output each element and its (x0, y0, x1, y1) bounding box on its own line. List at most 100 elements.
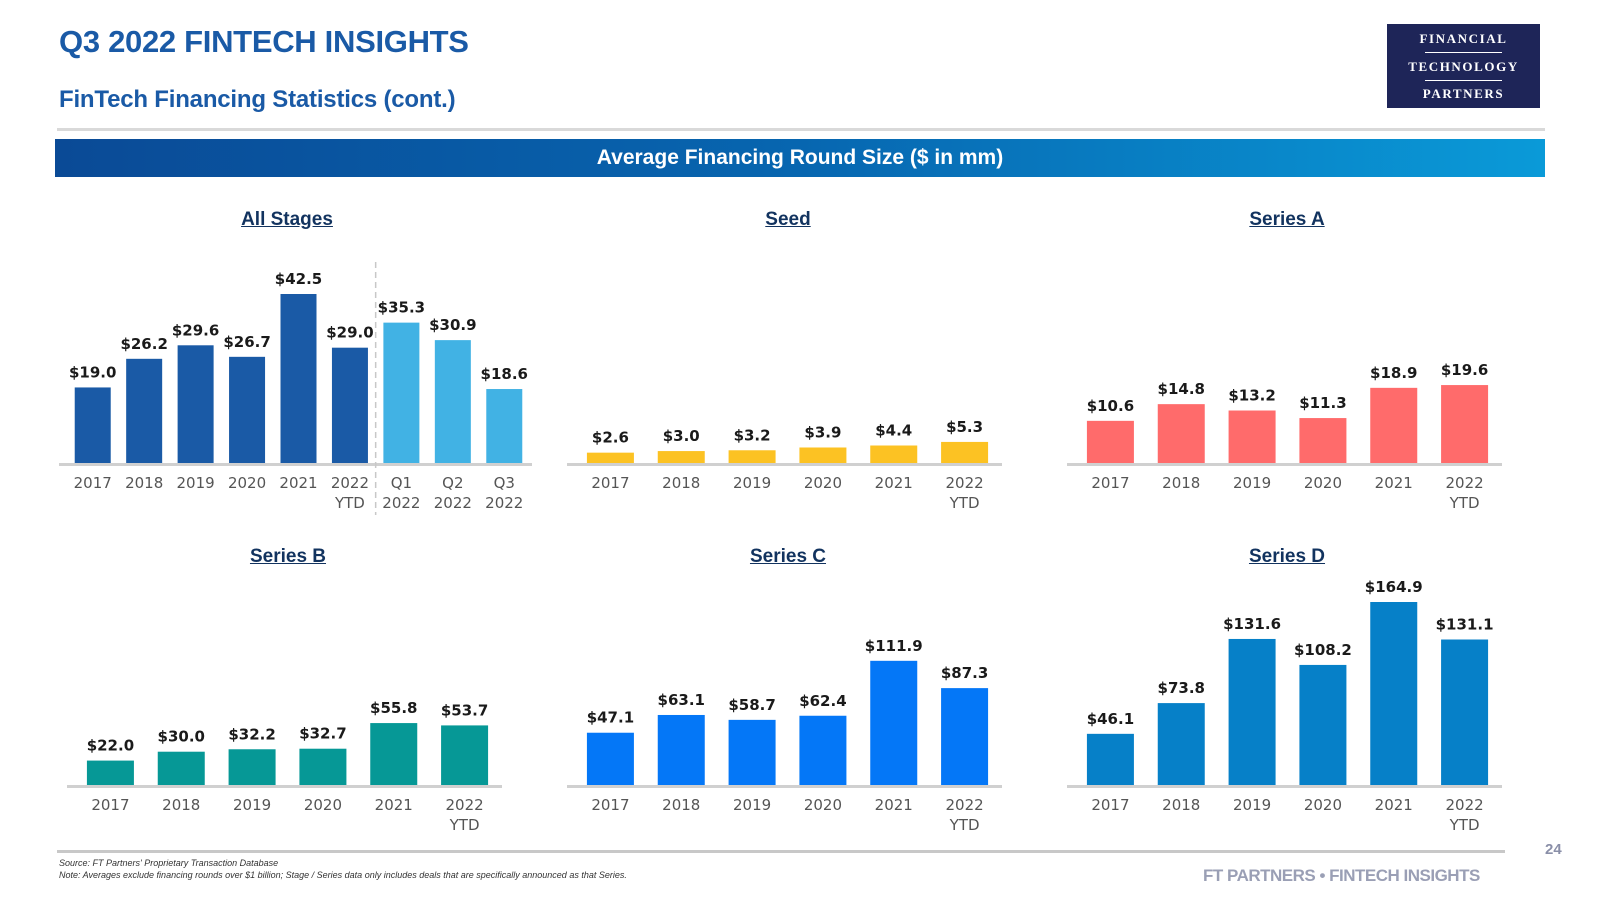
data-label: $53.7 (441, 701, 488, 719)
x-tick-label: 2019 (733, 796, 771, 814)
data-label: $108.2 (1294, 641, 1352, 659)
bar-series-c-0 (586, 732, 634, 785)
footnotes: Source: FT Partners' Proprietary Transac… (59, 857, 627, 881)
bar-series-b-2 (228, 749, 276, 785)
bar-series-a-3 (1299, 418, 1347, 463)
chart-title-series-a: Series A (1249, 209, 1325, 230)
x-tick-label: 2022 (485, 494, 523, 512)
bar-series-a-0 (1086, 420, 1134, 463)
bar-all-stages-7 (434, 340, 471, 463)
chart-title-series-b: Series B (249, 546, 327, 567)
x-tick-label: 2017 (1091, 796, 1129, 814)
bar-all-stages-4 (280, 294, 317, 463)
x-tick-label: 2019 (233, 796, 271, 814)
x-tick-label: Q1 (391, 474, 412, 492)
logo-line-1: FINANCIAL (1419, 31, 1508, 46)
data-label: $19.6 (1441, 361, 1488, 379)
data-label: $32.7 (299, 725, 346, 743)
x-tick-label: 2021 (1375, 474, 1413, 492)
bar-seed-3 (799, 447, 847, 463)
x-tick-label: 2022 (331, 474, 369, 492)
x-tick-label: Q3 (494, 474, 515, 492)
bar-all-stages-0 (74, 387, 111, 463)
section-banner: Average Financing Round Size ($ in mm) (55, 139, 1545, 177)
bar-all-stages-8 (486, 389, 523, 463)
data-label: $47.1 (587, 709, 634, 727)
x-tick-label: YTD (1449, 494, 1480, 512)
data-label: $26.2 (120, 335, 167, 353)
x-tick-label: 2018 (162, 796, 200, 814)
x-tick-label: YTD (449, 816, 480, 834)
data-label: $18.9 (1370, 364, 1417, 382)
x-tick-label: 2017 (91, 796, 129, 814)
x-tick-label: Q2 (442, 474, 463, 492)
bar-series-c-2 (728, 719, 776, 785)
chart-title-all-stages: All Stages (241, 209, 333, 230)
bar-series-b-5 (441, 725, 489, 785)
x-tick-label: 2022 (1445, 474, 1483, 492)
logo-line-3: PARTNERS (1422, 86, 1505, 101)
data-label: $30.9 (429, 316, 476, 334)
bar-all-stages-6 (383, 322, 420, 463)
bar-series-b-1 (157, 751, 205, 785)
x-tick-label: YTD (949, 494, 980, 512)
data-label: $62.4 (799, 692, 846, 710)
x-tick-label: 2019 (733, 474, 771, 492)
data-label: $32.2 (228, 725, 275, 743)
x-tick-label: 2020 (1304, 474, 1342, 492)
data-label: $4.4 (875, 422, 912, 440)
header-divider (57, 128, 1545, 131)
x-tick-label: 2022 (1445, 796, 1483, 814)
data-label: $63.1 (658, 691, 705, 709)
data-label: $22.0 (87, 737, 134, 755)
data-label: $5.3 (946, 418, 983, 436)
bar-series-d-0 (1086, 733, 1134, 785)
bar-series-c-4 (870, 660, 918, 785)
data-label: $35.3 (378, 299, 425, 317)
x-tick-label: 2022 (445, 796, 483, 814)
data-label: $58.7 (728, 696, 775, 714)
data-label: $42.5 (275, 270, 322, 288)
bar-seed-4 (870, 445, 918, 463)
data-label: $164.9 (1365, 578, 1423, 596)
bar-series-b-4 (370, 723, 418, 785)
x-tick-label: 2020 (804, 796, 842, 814)
x-tick-label: 2022 (945, 474, 983, 492)
company-logo: FINANCIAL TECHNOLOGY PARTNERS (1387, 24, 1540, 108)
bar-series-a-2 (1228, 410, 1276, 463)
x-tick-label: 2018 (125, 474, 163, 492)
footer-divider (57, 850, 1505, 853)
x-tick-label: 2021 (279, 474, 317, 492)
x-tick-label: 2019 (1233, 796, 1271, 814)
bar-series-d-5 (1441, 639, 1489, 785)
data-label: $111.9 (865, 637, 923, 655)
x-tick-label: 2021 (1375, 796, 1413, 814)
chart-title-seed: Seed (765, 209, 811, 230)
x-tick-label: 2020 (304, 796, 342, 814)
data-label: $26.7 (223, 333, 270, 351)
data-label: $29.0 (326, 324, 373, 342)
data-label: $3.0 (663, 427, 700, 445)
data-label: $87.3 (941, 664, 988, 682)
x-tick-label: 2022 (382, 494, 420, 512)
bar-seed-0 (586, 452, 634, 463)
data-label: $30.0 (158, 728, 205, 746)
data-label: $18.6 (481, 365, 528, 383)
x-tick-label: 2022 (434, 494, 472, 512)
bar-all-stages-1 (126, 358, 163, 463)
bar-seed-1 (657, 451, 705, 463)
x-tick-label: 2020 (228, 474, 266, 492)
x-tick-label: 2017 (1091, 474, 1129, 492)
bar-series-c-3 (799, 715, 847, 785)
logo-rule (1425, 80, 1502, 81)
data-label: $55.8 (370, 699, 417, 717)
x-tick-label: 2021 (875, 796, 913, 814)
bar-series-b-3 (299, 748, 347, 785)
bar-series-a-1 (1157, 404, 1205, 463)
x-tick-label: 2019 (1233, 474, 1271, 492)
bar-all-stages-2 (177, 345, 214, 463)
data-label: $46.1 (1087, 710, 1134, 728)
